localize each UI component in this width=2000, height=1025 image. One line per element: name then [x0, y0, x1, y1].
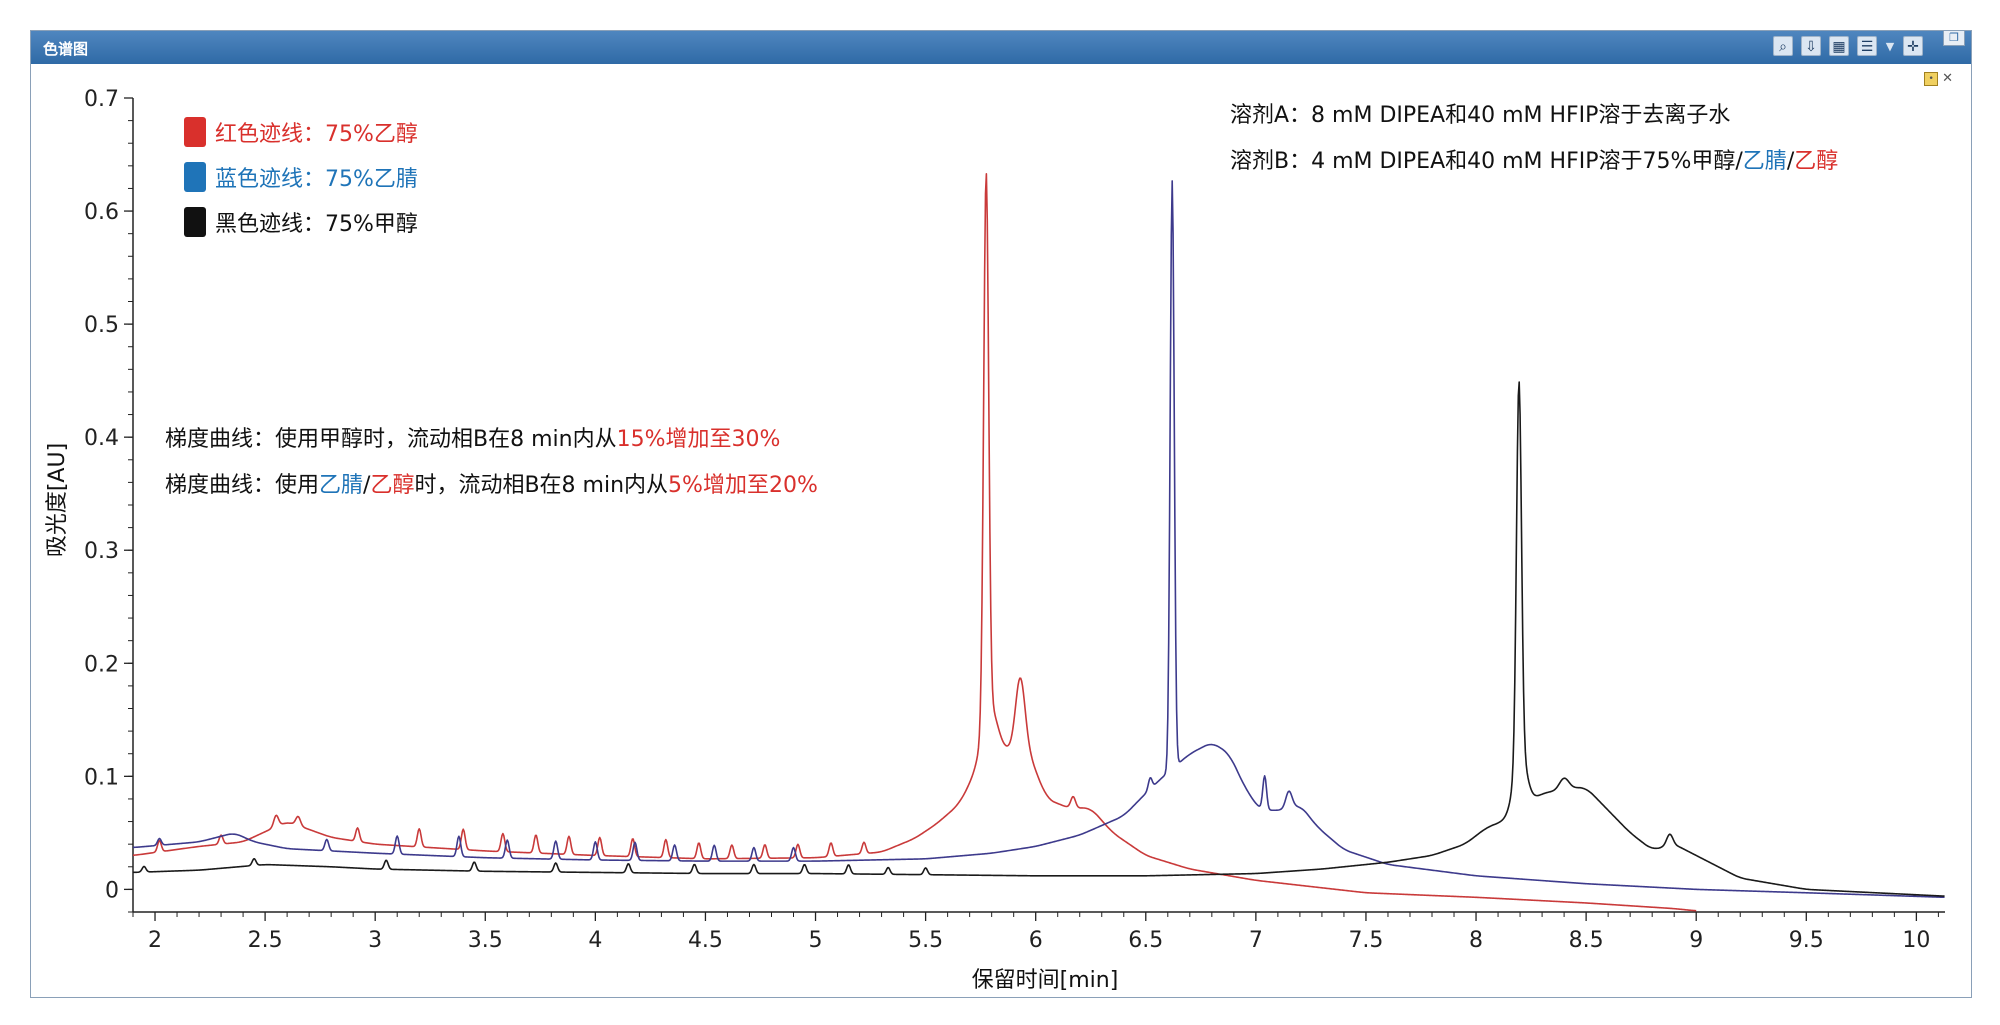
x-tick-label: 3: [368, 928, 382, 953]
trace-line-0: [132, 172, 1697, 912]
x-axis-label: 保留时间[min]: [972, 968, 1119, 993]
chromatogram-window: 色谱图 ⌕ ⇩ ▦ ☰ ▼ ✛ ❐ • ✕: [30, 30, 1972, 998]
pane-controls: • ✕: [1924, 71, 1953, 86]
legend-value: 75%乙醇: [325, 122, 418, 147]
x-tick-label: 5.5: [908, 928, 943, 953]
x-tick-label: 6: [1029, 928, 1043, 953]
close-icon[interactable]: ✕: [1942, 71, 1953, 86]
annotation-segment: 15%增加至30%: [617, 427, 781, 452]
export-icon[interactable]: ⇩: [1801, 36, 1821, 56]
annotation-segment: 乙醇: [370, 473, 414, 498]
legend-label: 黑色迹线：: [215, 212, 325, 237]
x-tick-label: 7: [1249, 928, 1263, 953]
trace-line-2: [132, 381, 1945, 897]
legend-swatch: [184, 117, 206, 147]
y-tick-label: 0.1: [84, 765, 119, 790]
annotation-segment: 梯度曲线：使用: [165, 473, 319, 498]
y-tick-label: 0.7: [84, 87, 119, 112]
pin-icon[interactable]: •: [1924, 71, 1939, 86]
annotation-gradient-1: 梯度曲线：使用甲醇时，流动相B在8 min内从15%增加至30%: [165, 427, 780, 452]
x-tick-label: 2: [148, 928, 162, 953]
y-tick-label: 0.6: [84, 200, 119, 225]
x-tick-label: 9: [1689, 928, 1703, 953]
annotation-segment: /: [1787, 149, 1795, 174]
legend-label: 红色迹线：: [215, 122, 325, 147]
traces: [132, 172, 1945, 912]
window-title: 色谱图: [43, 40, 89, 58]
annotation-segment: /: [363, 473, 371, 498]
annotation-segment: 乙醇: [1794, 149, 1838, 174]
y-tick-label: 0.5: [84, 313, 119, 338]
chevron-down-icon[interactable]: ▼: [1885, 39, 1895, 53]
y-tick-label: 0.3: [84, 539, 119, 564]
move-icon[interactable]: ✛: [1903, 36, 1923, 56]
x-tick-label: 4: [588, 928, 602, 953]
annotation-segment: 乙腈: [1743, 149, 1787, 174]
legend-swatch: [184, 162, 206, 192]
annotation-solvent-b: 溶剂B：4 mM DIPEA和40 mM HFIP溶于75%甲醇/乙腈/乙醇: [1230, 149, 1838, 174]
x-tick-label: 5: [809, 928, 823, 953]
x-tick-label: 6.5: [1128, 928, 1163, 953]
x-tick-label: 8.5: [1569, 928, 1604, 953]
x-tick-label: 8: [1469, 928, 1483, 953]
legend-item: 红色迹线：75%乙醇: [215, 122, 418, 147]
x-tick-label: 10: [1902, 928, 1930, 953]
title-bar: 色谱图 ⌕ ⇩ ▦ ☰ ▼ ✛ ❐: [31, 30, 1971, 64]
legend-value: 75%甲醇: [325, 212, 418, 237]
y-tick-label: 0.2: [84, 652, 119, 677]
y-axis-label: 吸光度[AU]: [45, 443, 70, 557]
axes: 2 2.5 3 3.5 4 4.5 5 5.5 6 6.5 7 7.5 8 8.5 9 9.5 10 0 0.1 0.…: [84, 87, 1945, 953]
annotation-segment: 5%增加至20%: [668, 473, 818, 498]
annotation-gradient-2: 梯度曲线：使用乙腈/乙醇时，流动相B在8 min内从5%增加至20%: [165, 473, 818, 498]
x-tick-label: 2.5: [248, 928, 283, 953]
x-tick-label: 9.5: [1789, 928, 1824, 953]
annotation-segment: 溶剂B：4 mM DIPEA和40 mM HFIP溶于75%甲醇/: [1230, 149, 1743, 174]
legend-item: 黑色迹线：75%甲醇: [215, 212, 418, 237]
legend-label: 蓝色迹线：: [215, 167, 325, 192]
y-tick-label: 0: [105, 878, 119, 903]
annotation-solvent-a: 溶剂A：8 mM DIPEA和40 mM HFIP溶于去离子水: [1230, 103, 1730, 128]
x-tick-label: 7.5: [1348, 928, 1383, 953]
y-tick-label: 0.4: [84, 426, 119, 451]
annotation-segment: 时，流动相B在8 min内从: [414, 473, 668, 498]
annotation-segment: 溶剂A：8 mM DIPEA和40 mM HFIP溶于去离子水: [1230, 103, 1730, 128]
x-tick-label: 3.5: [468, 928, 503, 953]
table-icon[interactable]: ▦: [1829, 36, 1849, 56]
toolbar: ⌕ ⇩ ▦ ☰ ▼ ✛: [1773, 36, 1923, 56]
trace-line-1: [132, 180, 1945, 899]
legend-swatch: [184, 207, 206, 237]
legend-item: 蓝色迹线：75%乙腈: [215, 167, 418, 192]
zoom-icon[interactable]: ⌕: [1773, 36, 1793, 56]
annotation-segment: 乙腈: [319, 473, 363, 498]
legend-value: 75%乙腈: [325, 167, 418, 192]
annotation-segment: 梯度曲线：使用甲醇时，流动相B在8 min内从: [165, 427, 617, 452]
x-tick-label: 4.5: [688, 928, 723, 953]
restore-button[interactable]: ❐: [1943, 30, 1965, 46]
layers-icon[interactable]: ☰: [1857, 36, 1877, 56]
